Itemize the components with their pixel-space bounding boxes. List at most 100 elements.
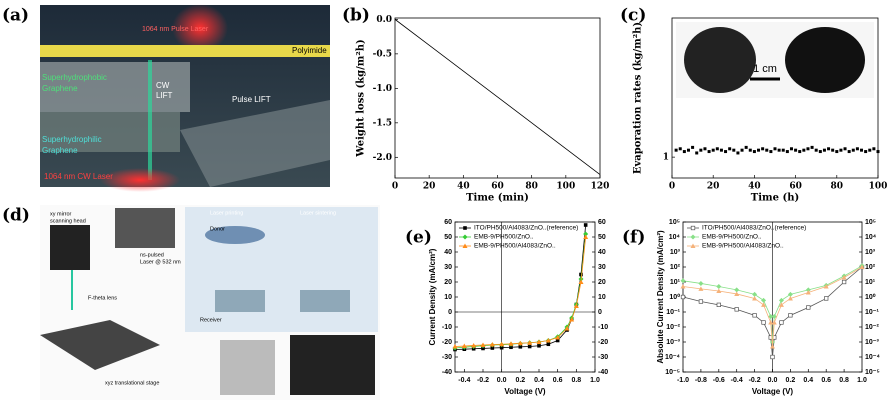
- point: [691, 146, 694, 149]
- point: [708, 150, 711, 153]
- point: [815, 149, 818, 152]
- marker: [780, 321, 784, 325]
- y2-tick-label: 10: [598, 294, 606, 301]
- y-tick-label: 10⁻⁵: [665, 369, 680, 376]
- receiver-plate: [300, 290, 350, 312]
- panel-label: (a): [2, 6, 29, 26]
- label: F-theta lens: [88, 295, 117, 301]
- cw-beam: [148, 60, 152, 180]
- marker: [583, 235, 588, 240]
- y-tick-label: 10⁵: [669, 219, 680, 226]
- polyimide: [40, 45, 330, 57]
- marker: [761, 298, 766, 303]
- point: [679, 147, 682, 150]
- point: [864, 150, 867, 153]
- point: [823, 149, 826, 152]
- legend-label: ITO/PH500/Al4083/ZnO..(reference): [702, 225, 806, 232]
- label: Laser @ 532 nm: [140, 259, 181, 265]
- y2-tick-label: 10⁰: [865, 293, 876, 301]
- marker: [779, 298, 784, 303]
- photo: [220, 340, 275, 395]
- marker: [463, 235, 468, 240]
- marker: [824, 297, 828, 301]
- x-tick-label: 80: [831, 182, 844, 192]
- x-tick-label: 120: [591, 182, 610, 192]
- x-tick-label: 0.6: [553, 377, 563, 384]
- marker: [716, 284, 721, 289]
- y2-tick-label: -20: [598, 339, 608, 346]
- y-tick-label: -30: [442, 354, 452, 361]
- legend-label: EMB-9/PH500/ZnO..: [474, 234, 534, 241]
- x-tick-label: 0.4: [534, 377, 544, 384]
- point: [753, 150, 756, 153]
- marker: [579, 280, 584, 285]
- point: [839, 149, 842, 152]
- sample: [684, 27, 756, 93]
- marker: [681, 278, 686, 283]
- x-tick-label: 0: [669, 182, 675, 192]
- legend-label: EMB-9/PH500/Al4083/ZnO..: [702, 243, 784, 250]
- micrograph: [290, 335, 375, 395]
- y2-tick-label: 10⁴: [865, 234, 877, 241]
- point: [786, 150, 789, 153]
- y2-tick-label: 10³: [865, 249, 876, 256]
- label: 1064 nm CW Laser: [44, 172, 113, 181]
- point: [872, 147, 875, 150]
- y-tick-label: -2.0: [373, 153, 392, 163]
- panel-label: (b): [342, 6, 370, 26]
- label: Superhydrophilic: [42, 135, 102, 144]
- point: [749, 149, 752, 152]
- y-axis-title: Current Density (mA/cm²): [428, 248, 437, 345]
- marker: [691, 235, 696, 240]
- x-tick-label: 1.0: [590, 377, 600, 384]
- x-tick-label: 0: [392, 182, 398, 192]
- label: xyz translational stage: [105, 380, 159, 386]
- point: [806, 147, 809, 150]
- point: [819, 150, 822, 153]
- laser-box: [115, 208, 175, 248]
- x-tick-label: 0.2: [515, 377, 525, 384]
- legend-label: ITO/PH500/Al4083/ZnO..(reference): [474, 225, 578, 232]
- marker: [698, 281, 703, 286]
- point: [868, 149, 871, 152]
- y2-tick-label: 0: [598, 309, 602, 316]
- y-tick-label: 10⁴: [669, 234, 681, 241]
- panel-label: (e): [405, 228, 432, 248]
- panel-label: (d): [2, 206, 30, 226]
- label: Pulse LIFT: [232, 95, 271, 104]
- x-tick-label: -0.4: [731, 377, 743, 384]
- y2-tick-label: 10¹: [865, 279, 876, 286]
- point: [831, 149, 834, 152]
- label: CW: [156, 81, 170, 90]
- label: Superhydrophobic: [42, 73, 107, 82]
- x-tick-label: 0.0: [497, 377, 507, 384]
- y-tick-label: 10⁰: [669, 293, 680, 301]
- y-tick-label: 1: [663, 153, 669, 163]
- x-tick-label: 0.6: [821, 377, 831, 384]
- point: [724, 150, 727, 153]
- point: [695, 151, 698, 154]
- x-tick-label: 60: [491, 182, 504, 192]
- point: [736, 151, 739, 154]
- x-tick-label: 1.0: [857, 377, 867, 384]
- marker: [842, 280, 846, 284]
- marker: [691, 226, 695, 230]
- x-tick-label: 0.8: [839, 377, 849, 384]
- y-tick-label: 40: [444, 249, 452, 256]
- point: [757, 149, 760, 152]
- y2-tick-label: -30: [598, 354, 608, 361]
- y-tick-label: 10⁻³: [666, 339, 680, 346]
- x-tick-label: 40: [748, 182, 761, 192]
- y-tick-label: 10⁻²: [666, 324, 680, 331]
- y2-tick-label: 40: [598, 249, 606, 256]
- label: 1064 nm Pulse Laser: [142, 26, 209, 33]
- scale-label: 1 cm: [753, 63, 777, 75]
- marker: [584, 223, 588, 227]
- x-tick-label: 40: [457, 182, 470, 192]
- y2-tick-label: 60: [598, 219, 606, 226]
- point: [683, 150, 686, 153]
- panel-label: (f): [622, 228, 645, 248]
- point: [835, 150, 838, 153]
- x-tick-label: 0.8: [571, 377, 581, 384]
- point: [765, 149, 768, 152]
